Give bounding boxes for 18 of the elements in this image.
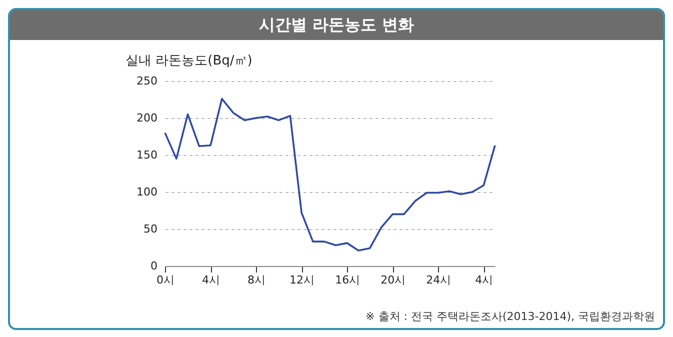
x-tick-label: 8시 [248, 274, 266, 286]
x-tick-label: 20시 [380, 274, 406, 286]
line-series [164, 98, 496, 252]
y-axis-title: 실내 라돈농도(Bq/㎥) [126, 54, 252, 68]
x-tick-label: 4시 [475, 274, 494, 286]
x-tick-label: 4시 [202, 274, 220, 286]
y-tick-label: 150 [136, 148, 158, 162]
text: ※ 출처 : 전국 주택라돈조사(2013-2014), 국립환경과학원 [366, 309, 655, 324]
x-tick-label: 0시 [156, 274, 174, 286]
x-tick-label: 12시 [290, 274, 315, 286]
y-tick-label: 250 [136, 74, 158, 88]
y-tick-label: 100 [136, 186, 158, 198]
x-tick-label: 16시 [335, 274, 360, 286]
y-tick-label: 0 [150, 260, 158, 272]
x-tick-label: 24시 [426, 274, 452, 286]
y-tick-label: 50 [144, 222, 158, 236]
y-tick-label: 200 [136, 112, 158, 124]
chart-title: 시간별 라돈농도 변화 [10, 10, 663, 40]
